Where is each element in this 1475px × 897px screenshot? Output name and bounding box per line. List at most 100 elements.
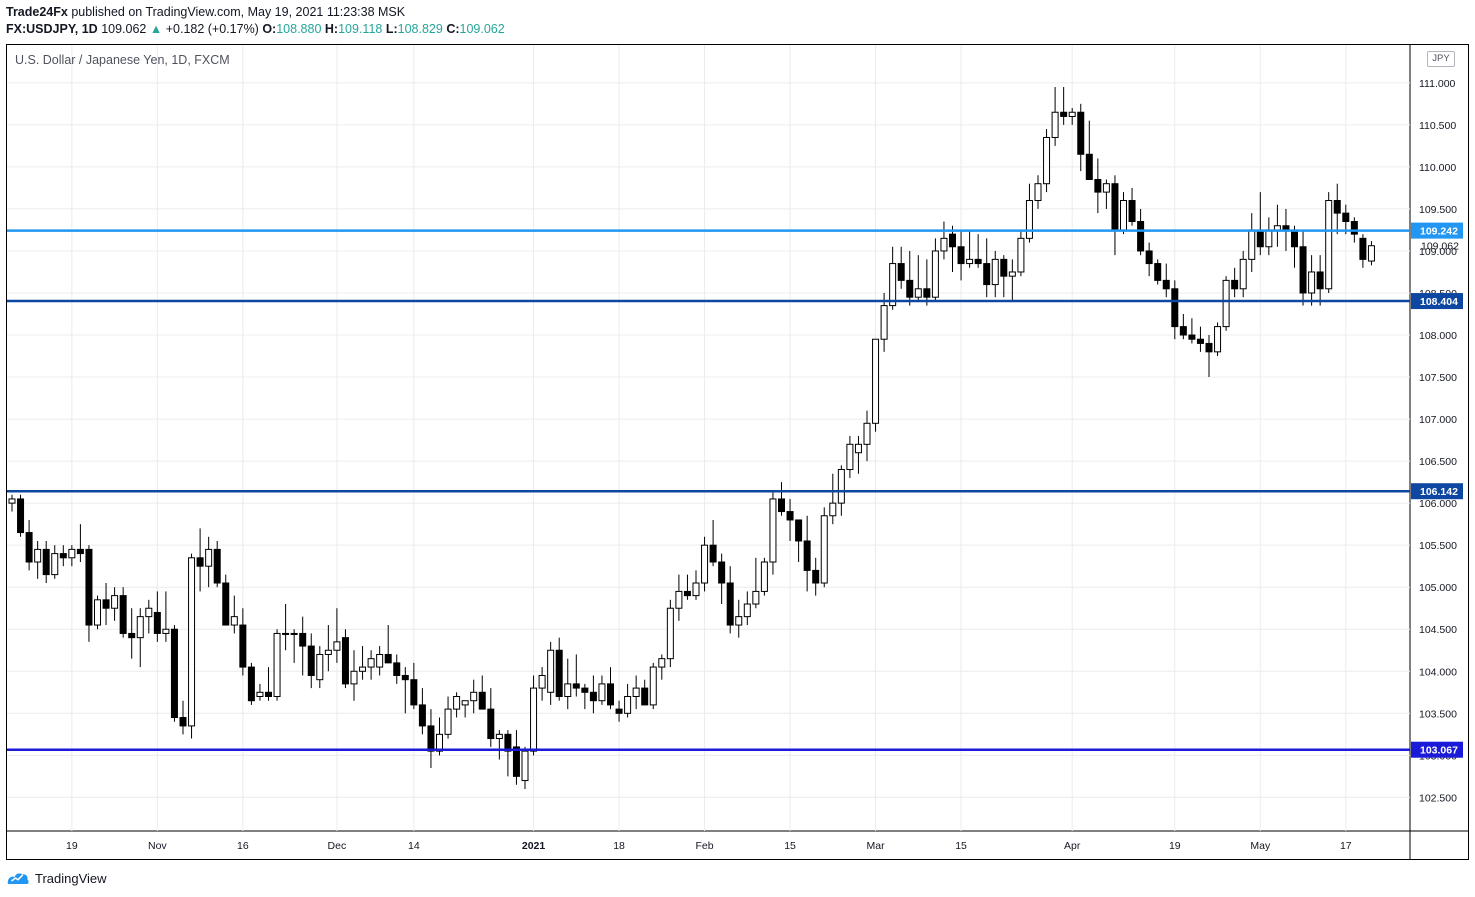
candle-body [76,548,84,555]
x-tick-label: 18 [613,840,625,852]
candle-body [1120,200,1127,231]
candle-body [1162,279,1170,290]
candle-body [906,279,914,298]
candle-body [418,704,426,727]
candle-body [786,511,794,521]
candle-body [1231,279,1239,290]
candle-body [1291,229,1298,248]
y-tick-label: 111.000 [1419,78,1456,90]
last-price-tag: 109.062 [1421,241,1459,253]
candle-body [863,422,871,445]
candle-body [1205,342,1213,353]
candle-body [239,624,247,668]
currency-badge[interactable]: JPY [1427,51,1455,67]
x-tick-label: Dec [328,840,347,852]
candle-body [1239,258,1247,290]
candle-body [812,569,820,584]
y-tick-label: 104.500 [1419,624,1457,636]
candle-body [8,498,16,504]
x-tick-label: 19 [1169,840,1181,852]
candle-body [1342,212,1350,223]
candle-body [547,649,555,693]
candles-group [8,87,1375,789]
x-tick-label: 15 [784,840,796,852]
level-price-tag: 108.404 [1420,296,1458,308]
candle-body [1316,271,1324,290]
candle-body [256,691,264,697]
candle-body [572,683,580,689]
candle-body [17,498,25,534]
low-key: L: [385,22,398,36]
open-key: O: [262,22,277,36]
candle-body [222,582,230,626]
candle-body [478,691,486,710]
candle-body [931,250,939,298]
chart-frame[interactable] [6,44,1469,860]
candle-body [1008,271,1016,277]
candle-body [1051,111,1059,138]
candle-body [683,590,691,597]
candle-body [966,258,974,265]
candle-body [718,561,726,584]
candle-body [598,683,606,702]
symbol-label: FX:USDJPY, 1D [6,22,98,36]
candle-body [136,616,144,639]
tradingview-logo-icon[interactable] [6,869,30,887]
candle-body [333,641,341,651]
candle-body [393,662,401,676]
candle-body [564,683,572,697]
candle-body [897,263,905,281]
candle-body [59,553,67,559]
candle-body [769,498,777,563]
candle-body [213,548,221,584]
candle-body [735,616,743,626]
x-tick-label: Mar [867,840,886,852]
candle-body [273,632,281,697]
y-tick-label: 107.500 [1419,372,1457,384]
candle-body [624,695,632,714]
level-price-tag-bg [1411,222,1463,239]
candle-body [880,305,888,340]
publisher-name[interactable]: Trade24Fx [6,5,68,19]
y-tick-label: 107.000 [1419,414,1457,426]
x-tick-label: May [1250,840,1271,852]
candle-body [658,658,666,668]
candle-body [914,288,922,298]
candle-body [521,750,529,782]
candle-body [709,544,717,563]
candle-body [25,532,33,563]
candle-body [1000,258,1008,277]
high-value: 109.118 [338,22,383,36]
candle-body [188,557,196,727]
ohlc-line: FX:USDJPY, 1D 109.062 ▲ +0.182 (+0.17%) … [6,21,505,38]
candle-body [701,544,709,584]
candle-body [145,607,153,618]
series-legend-title: U.S. Dollar / Japanese Yen, 1D, FXCM [15,53,230,67]
candle-body [589,691,597,702]
candle-body [1282,225,1290,231]
candle-body [119,595,127,634]
candle-body [649,666,657,706]
candle-body [444,708,452,735]
candle-body [436,733,443,752]
candle-body [162,628,170,634]
candle-body [512,746,520,777]
candle-body [427,725,435,752]
price-change: +0.182 (+0.17%) [165,22,259,36]
candle-body [1077,111,1085,155]
published-text: published on TradingView.com, May 19, 20… [71,5,406,19]
candle-body [940,237,948,252]
candle-body [760,561,768,592]
candle-body [359,666,367,672]
candle-body [854,443,862,454]
candle-body [615,708,623,714]
candle-body [51,553,59,576]
y-tick-label: 109.500 [1419,204,1457,216]
x-tick-label: Feb [696,840,714,852]
footer-brand[interactable]: TradingView [35,870,107,886]
close-value: 109.062 [459,22,505,36]
y-tick-label: 102.500 [1419,792,1457,804]
candle-body [1333,200,1341,214]
candle-body [1350,221,1358,235]
